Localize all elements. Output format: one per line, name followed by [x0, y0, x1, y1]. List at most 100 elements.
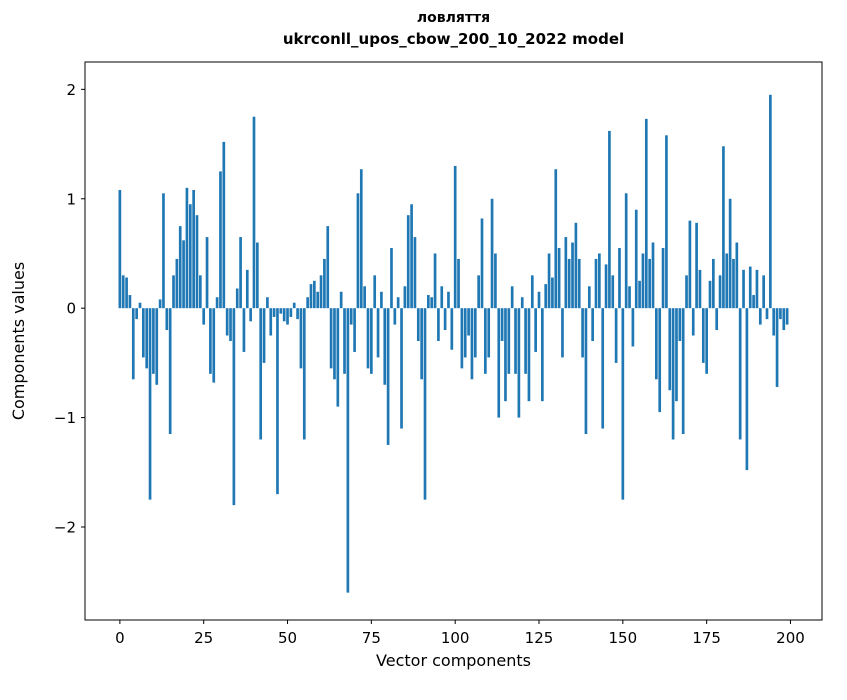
- bar: [118, 190, 122, 309]
- y-tick-label: −2: [54, 519, 76, 537]
- bar: [131, 308, 135, 380]
- bar: [433, 253, 437, 309]
- bar: [128, 295, 132, 309]
- bar: [712, 258, 715, 309]
- bar: [725, 253, 729, 309]
- bar: [480, 218, 484, 309]
- bar: [655, 308, 658, 380]
- bar: [239, 237, 242, 309]
- y-axis-label: Components values: [9, 262, 28, 420]
- bar: [282, 308, 286, 322]
- bar: [574, 222, 578, 309]
- bar: [701, 308, 705, 363]
- bar: [225, 308, 229, 336]
- bar: [614, 308, 618, 363]
- bar: [758, 308, 762, 325]
- bar: [262, 308, 266, 363]
- bar: [567, 258, 571, 309]
- bar: [296, 308, 299, 320]
- bar: [671, 308, 675, 440]
- bar: [453, 165, 457, 309]
- bar: [447, 291, 450, 309]
- bar: [178, 226, 182, 309]
- bar: [346, 308, 350, 593]
- bar: [530, 275, 534, 309]
- bar: [450, 308, 454, 350]
- bar: [644, 118, 648, 309]
- bar: [155, 308, 159, 385]
- bar: [685, 275, 688, 309]
- bar: [188, 204, 192, 309]
- bar: [477, 275, 480, 309]
- bar: [138, 302, 142, 309]
- plot-frame: [84, 61, 823, 621]
- bar: [406, 215, 410, 309]
- bar: [648, 258, 651, 309]
- chart-title-line2: ukrconll_upos_cbow_200_10_2022 model: [283, 30, 624, 48]
- bar: [440, 286, 444, 309]
- bar: [329, 308, 333, 369]
- x-tick-label: 150: [609, 629, 638, 647]
- bar: [359, 169, 363, 309]
- bar: [547, 253, 551, 309]
- bar: [242, 308, 246, 352]
- bar: [316, 291, 320, 309]
- bar: [349, 308, 353, 325]
- bar: [252, 116, 256, 309]
- bar: [336, 308, 340, 407]
- bar: [517, 308, 521, 418]
- bar: [339, 291, 343, 309]
- x-tick-label: 50: [278, 629, 297, 647]
- bar: [769, 94, 772, 309]
- bar: [541, 308, 544, 402]
- bar: [413, 237, 417, 309]
- bar: [209, 308, 212, 374]
- bar: [584, 308, 588, 434]
- bar: [497, 308, 501, 418]
- bar: [470, 308, 474, 380]
- bar: [688, 220, 692, 309]
- bar: [598, 253, 601, 309]
- bar: [266, 297, 269, 309]
- bar: [691, 308, 695, 336]
- bar: [386, 308, 390, 445]
- bar: [235, 288, 239, 309]
- bar: [762, 275, 765, 309]
- y-tick-label: 2: [66, 81, 76, 99]
- bar: [510, 286, 514, 309]
- bar: [152, 308, 155, 374]
- bar: [249, 308, 252, 322]
- axes-group: 0 25 50 75 100 125 150 175 200 −2 −1 0 1 2: [54, 61, 823, 647]
- bar: [675, 308, 678, 402]
- bar: [390, 248, 393, 309]
- bar: [779, 308, 782, 320]
- bar: [175, 258, 179, 309]
- bar: [356, 193, 360, 309]
- bar: [232, 308, 236, 506]
- bar: [215, 297, 219, 309]
- bar: [437, 308, 440, 341]
- bar: [665, 135, 668, 309]
- bar: [125, 277, 128, 309]
- bar: [742, 269, 745, 309]
- bar: [487, 308, 491, 358]
- x-tick-label: 25: [194, 629, 213, 647]
- bar: [256, 242, 259, 309]
- bar: [420, 308, 423, 380]
- bar: [507, 308, 511, 374]
- bar: [279, 308, 283, 314]
- bar: [732, 258, 735, 309]
- x-tick-label: 100: [441, 629, 470, 647]
- bar: [430, 297, 434, 309]
- bar: [524, 308, 527, 374]
- bar: [594, 258, 598, 309]
- bar: [396, 297, 400, 309]
- bar: [500, 308, 504, 341]
- bars-group: [118, 94, 789, 593]
- bar: [212, 308, 216, 383]
- bar: [158, 299, 162, 309]
- bar: [245, 269, 249, 309]
- bar: [292, 302, 296, 309]
